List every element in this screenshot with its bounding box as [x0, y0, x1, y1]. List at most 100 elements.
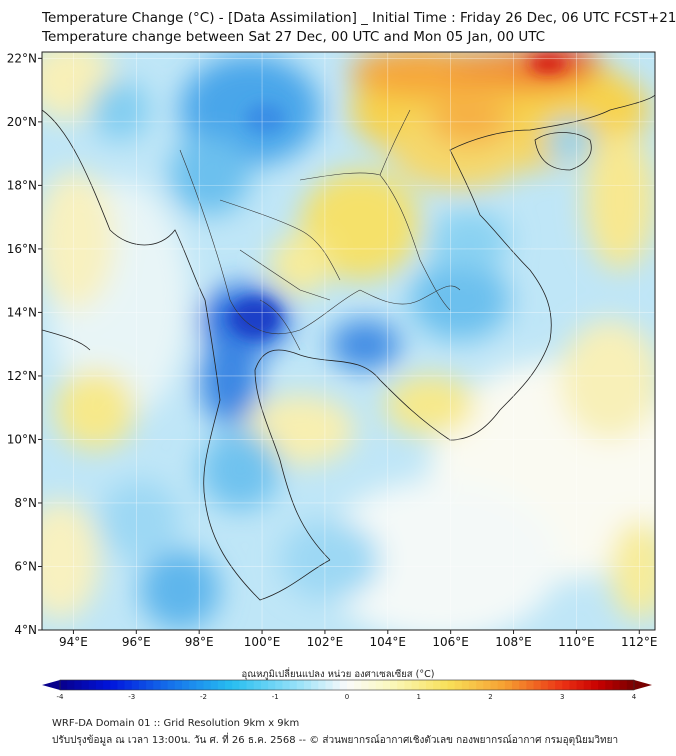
- colorbar-bin: [167, 680, 176, 690]
- colorbar-bin: [311, 680, 319, 690]
- colorbar-bin: [354, 680, 362, 690]
- colorbar-bin: [483, 680, 492, 690]
- colorbar-bin: [339, 680, 348, 690]
- footer-model-info: WRF-DA Domain 01 :: Grid Resolution 9km …: [52, 718, 300, 729]
- colorbar-bin: [404, 680, 413, 690]
- colorbar-bin: [246, 680, 255, 690]
- colorbar-bin: [67, 680, 75, 690]
- colorbar-tick-label: -2: [200, 693, 207, 700]
- lon-tick-label: 96°E: [122, 635, 151, 649]
- colorbar-bin: [181, 680, 190, 690]
- colorbar-bin: [203, 680, 212, 690]
- colorbar-bin: [103, 680, 111, 690]
- colorbar-bin: [447, 680, 456, 690]
- colorbar-bin: [361, 680, 370, 690]
- colorbar-bin: [397, 680, 405, 690]
- colorbar-bin: [411, 680, 420, 690]
- colorbar-bin: [153, 680, 162, 690]
- colorbar-bin: [626, 680, 635, 690]
- colorbar-bin: [253, 680, 262, 690]
- colorbar-bin: [146, 680, 154, 690]
- colorbar-bin: [504, 680, 513, 690]
- colorbar-bin: [526, 680, 535, 690]
- colorbar-bin: [555, 680, 563, 690]
- latitude-labels: 4°N 6°N 8°N 10°N 12°N 14°N 16°N 18°N 20°N 22°N: [7, 51, 42, 637]
- lon-tick-label: 98°E: [185, 635, 214, 649]
- lat-tick-label: 14°N: [7, 305, 37, 319]
- map-title-line-1: Temperature Change (°C) - [Data Assimila…: [42, 10, 676, 26]
- colorbar-bin: [533, 680, 542, 690]
- colorbar-bin: [440, 680, 449, 690]
- colorbar-bin: [562, 680, 571, 690]
- colorbar-bin: [332, 680, 341, 690]
- lon-tick-label: 102°E: [307, 635, 344, 649]
- colorbar-bin: [325, 680, 334, 690]
- colorbar-bin: [260, 680, 269, 690]
- colorbar-bin: [583, 680, 592, 690]
- colorbar-max-arrow: [634, 680, 652, 690]
- colorbar-bin: [303, 680, 312, 690]
- lat-tick-label: 18°N: [7, 178, 37, 192]
- lon-tick-label: 106°E: [432, 635, 469, 649]
- colorbar-bin: [174, 680, 183, 690]
- colorbar-label: อุณหภูมิเปลี่ยนแปลง หน่วย องศาเซลเซียส (…: [241, 669, 435, 680]
- colorbar-frame: [59, 679, 635, 691]
- colorbar-bin: [117, 680, 126, 690]
- colorbar-bin: [296, 680, 305, 690]
- colorbar-bin: [124, 680, 133, 690]
- colorbar-tick-label: -3: [128, 693, 135, 700]
- colorbar-bin: [512, 680, 520, 690]
- lon-tick-label: 110°E: [558, 635, 595, 649]
- colorbar-bin: [368, 680, 377, 690]
- colorbar-bin: [232, 680, 240, 690]
- footer-credits: ปรับปรุงข้อมูล ณ เวลา 13:00น. วัน ศ. ที่…: [52, 735, 619, 746]
- colorbar-bin: [110, 680, 118, 690]
- colorbar-bin: [275, 680, 284, 690]
- colorbar-bin: [347, 680, 355, 690]
- colorbar-bin: [569, 680, 578, 690]
- lon-tick-label: 104°E: [370, 635, 407, 649]
- colorbar-tick-label: 1: [417, 693, 421, 700]
- lat-tick-label: 10°N: [7, 432, 37, 446]
- colorbar-bin: [425, 680, 434, 690]
- map-frame: [41, 51, 656, 631]
- colorbar-tick-label: 2: [488, 693, 492, 700]
- colorbar-bin: [375, 680, 384, 690]
- colorbar-bin: [60, 680, 68, 690]
- colorbar-tick-label: -1: [272, 693, 279, 700]
- colorbar-bin: [418, 680, 427, 690]
- colorbar: -4 -3 -2 -1 0 1 2 3 4: [42, 679, 652, 700]
- lat-tick-label: 16°N: [7, 242, 37, 256]
- lat-tick-label: 4°N: [14, 623, 37, 637]
- map-title-line-2: Temperature change between Sat 27 Dec, 0…: [42, 29, 546, 45]
- temperature-field: [42, 52, 655, 630]
- lon-tick-label: 94°E: [59, 635, 88, 649]
- lat-tick-label: 6°N: [14, 559, 37, 573]
- colorbar-bin: [497, 680, 506, 690]
- colorbar-bin: [390, 680, 398, 690]
- lat-tick-label: 8°N: [14, 496, 37, 510]
- colorbar-bin: [217, 680, 226, 690]
- colorbar-bin: [519, 680, 527, 690]
- lat-tick-label: 22°N: [7, 51, 37, 65]
- colorbar-bin: [454, 680, 463, 690]
- colorbar-bin: [382, 680, 391, 690]
- colorbar-bin: [433, 680, 441, 690]
- colorbar-bin: [74, 680, 83, 690]
- colorbar-bin: [268, 680, 276, 690]
- colorbar-bin: [540, 680, 549, 690]
- colorbar-bin: [81, 680, 90, 690]
- colorbar-bin: [189, 680, 197, 690]
- colorbar-bin: [490, 680, 499, 690]
- colorbar-tick-label: -4: [57, 693, 65, 700]
- longitude-labels: 94°E 96°E 98°E 100°E 102°E 104°E 106°E 108°E 110…: [59, 630, 658, 649]
- colorbar-bin: [605, 680, 614, 690]
- colorbar-bin: [318, 680, 327, 690]
- colorbar-bin: [468, 680, 477, 690]
- colorbar-bin: [547, 680, 556, 690]
- colorbar-bin: [131, 680, 140, 690]
- colorbar-bin: [160, 680, 169, 690]
- colorbar-bin: [88, 680, 97, 690]
- colorbar-bin: [612, 680, 621, 690]
- lon-tick-label: 100°E: [244, 635, 281, 649]
